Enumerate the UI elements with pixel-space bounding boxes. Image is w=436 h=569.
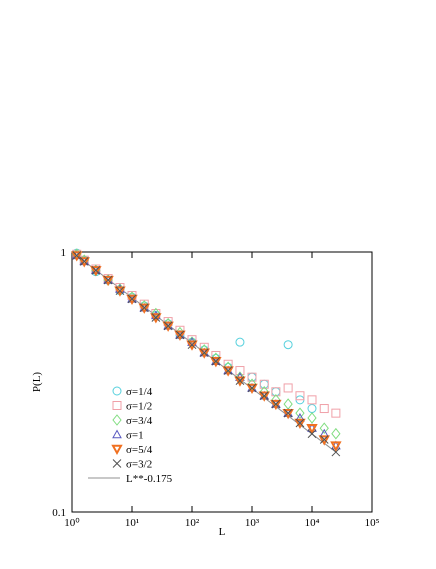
marker [331,447,341,457]
marker [235,337,245,347]
marker [187,340,197,350]
legend-label: σ=1/4 [126,386,153,398]
marker [271,394,281,406]
marker [319,422,329,435]
marker [223,366,233,375]
legend-label: σ=3/2 [126,459,152,471]
marker [90,266,102,277]
legend-label: σ=5/4 [126,444,153,456]
marker [319,404,329,414]
marker [115,286,125,296]
marker [91,265,101,275]
marker [235,371,245,383]
marker [306,424,318,435]
marker [246,383,258,395]
marker [330,441,342,452]
marker [112,401,122,410]
marker [112,459,122,468]
marker [295,418,305,428]
marker [259,379,269,389]
marker [127,294,137,304]
marker [150,313,162,324]
marker [138,303,150,314]
marker [222,366,234,377]
y-tick-label: 0.1 [52,507,66,519]
x-tick-label: 10⁵ [365,517,380,529]
marker [71,251,83,262]
marker [283,408,293,418]
marker [271,399,281,409]
marker [259,385,269,398]
marker [295,391,305,401]
marker [126,294,138,305]
marker [318,435,330,446]
marker [198,348,210,359]
marker [235,366,245,376]
marker [331,408,341,418]
marker [186,340,198,351]
marker [271,387,281,397]
x-tick-label: 10³ [245,517,260,529]
marker [282,408,294,420]
marker [258,391,270,402]
marker [234,376,246,387]
marker [331,427,341,440]
marker [151,313,161,322]
marker [199,342,209,352]
marker [162,321,174,332]
marker [114,286,126,297]
marker [112,386,122,396]
marker [103,275,113,285]
marker [112,414,122,426]
marker [270,399,282,411]
marker [295,412,305,422]
plot-frame [71,251,373,513]
y-axis-label: P(L) [31,372,43,393]
x-tick-label: 10² [185,517,200,529]
marker [295,407,305,419]
marker [307,429,317,439]
marker [283,398,293,410]
marker [112,429,122,439]
marker [247,383,257,393]
marker [283,383,293,393]
marker [307,395,317,405]
marker [79,257,89,266]
marker [175,330,185,340]
marker [283,340,293,350]
marker [187,335,197,345]
x-tick-label: 10⁰ [64,517,80,529]
marker [294,418,306,430]
marker [174,330,186,341]
marker [319,435,329,444]
marker [199,348,209,358]
marker [259,391,269,401]
x-tick-label: 10¹ [125,517,139,529]
marker [247,372,257,382]
legend-label: σ=1/2 [126,401,152,413]
x-axis-label: L [219,526,226,538]
y-tick-label: 1 [61,247,67,259]
marker [307,412,317,424]
marker [111,444,123,456]
marker [211,356,221,366]
marker [247,378,257,391]
legend-label: σ=3/4 [126,415,153,427]
marker [307,404,317,414]
marker [211,350,221,360]
marker [139,303,149,313]
legend-label: σ=1 [126,430,144,442]
x-tick-label: 10⁴ [305,517,320,529]
legend-label: L**-0.175 [126,473,173,485]
marker [72,251,82,260]
marker [78,257,90,268]
marker [235,376,245,386]
marker [210,357,222,368]
marker [102,275,114,287]
marker [163,321,173,331]
marker [223,361,233,374]
